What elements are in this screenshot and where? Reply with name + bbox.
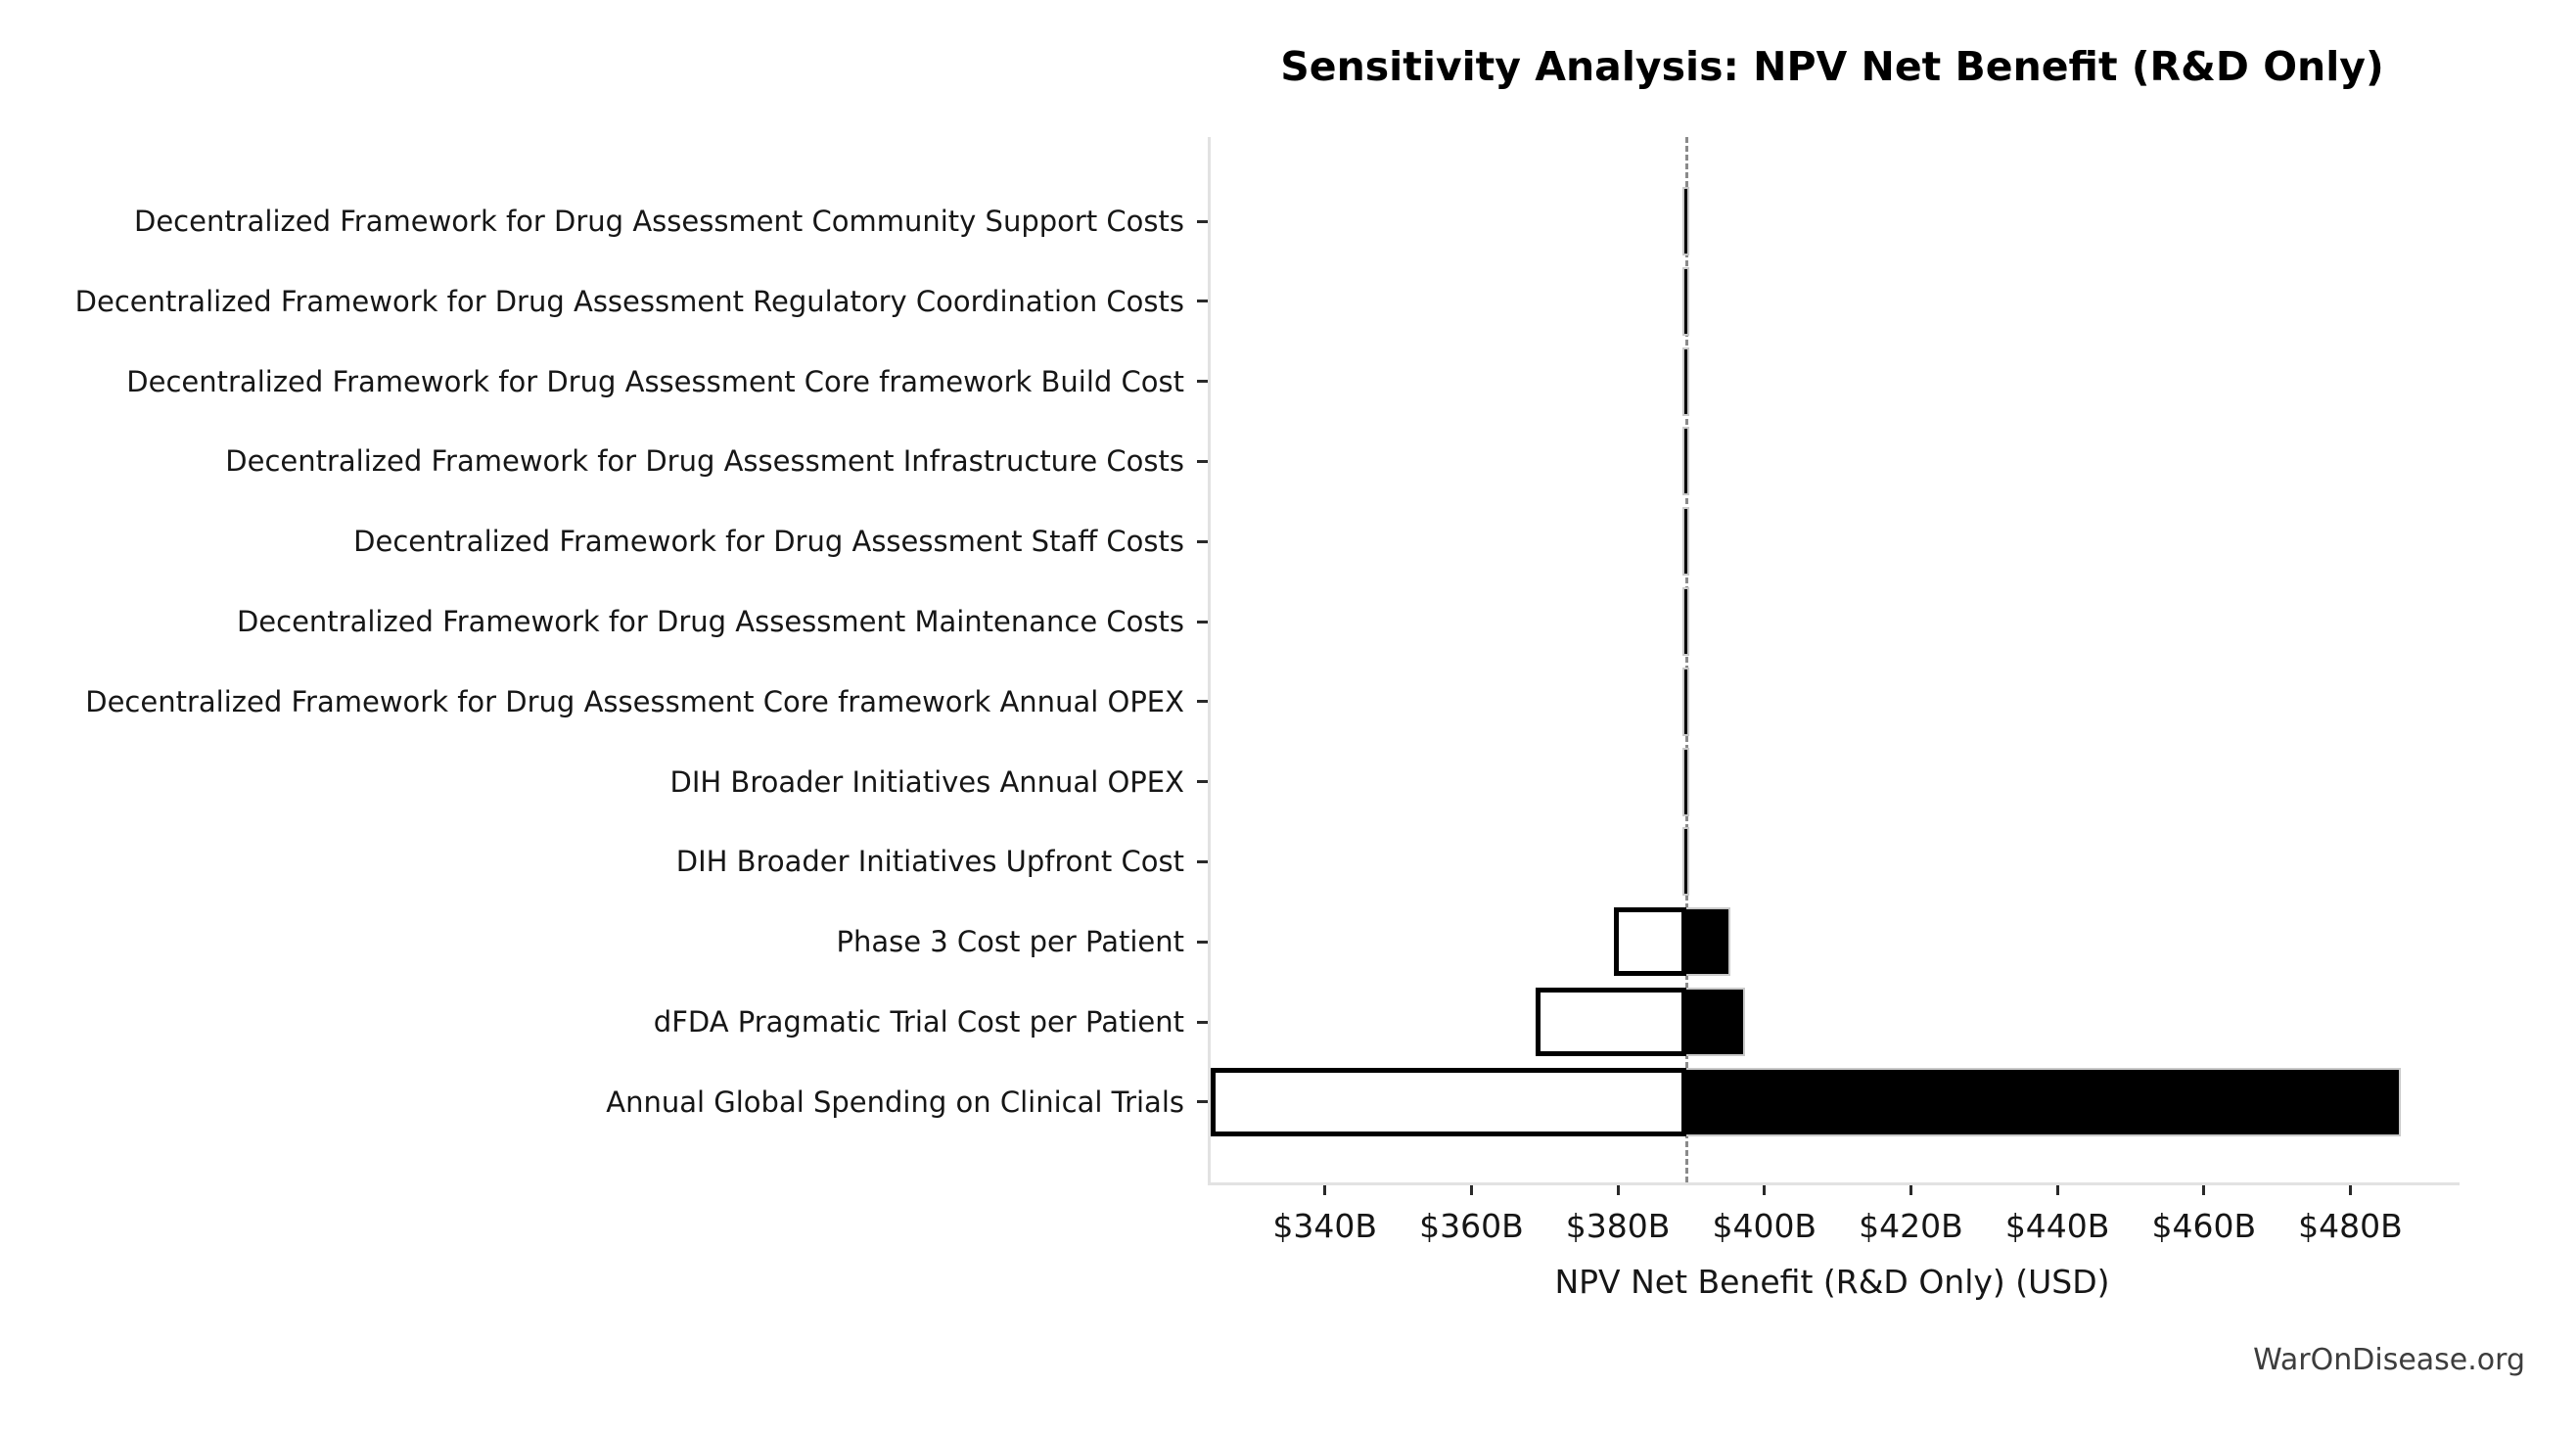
x-axis-tick-6 xyxy=(2202,1185,2206,1195)
y-axis-tick-9 xyxy=(1197,940,1208,944)
bar-range-8 xyxy=(1681,827,1690,897)
x-axis-tick-3 xyxy=(1763,1185,1767,1195)
y-axis-tick-0 xyxy=(1197,219,1208,223)
bar-range-5 xyxy=(1681,587,1690,656)
bar-range-1 xyxy=(1681,266,1690,336)
x-axis-tick-2 xyxy=(1616,1185,1620,1195)
y-axis-tick-8 xyxy=(1197,859,1208,863)
y-axis-tick-2 xyxy=(1197,380,1208,384)
x-axis-tick-1 xyxy=(1469,1185,1473,1195)
y-axis-tick-7 xyxy=(1197,780,1208,784)
x-tick-label-5: $440B xyxy=(2004,1207,2110,1245)
bar-range-4 xyxy=(1681,507,1690,577)
chart-title: Sensitivity Analysis: NPV Net Benefit (R… xyxy=(1280,43,2384,90)
x-axis-tick-5 xyxy=(2055,1185,2059,1195)
x-tick-label-7: $480B xyxy=(2298,1207,2403,1245)
y-axis-tick-10 xyxy=(1197,1020,1208,1024)
bar-low-segment-10 xyxy=(1536,988,1687,1056)
bar-range-7 xyxy=(1681,747,1690,816)
y-axis-label-3: Decentralized Framework for Drug Assessm… xyxy=(225,444,1184,479)
y-axis-tick-5 xyxy=(1197,620,1208,624)
y-axis-label-0: Decentralized Framework for Drug Assessm… xyxy=(134,205,1184,238)
y-axis-label-11: Annual Global Spending on Clinical Trial… xyxy=(606,1085,1184,1119)
x-tick-label-0: $340B xyxy=(1272,1207,1378,1245)
y-axis-label-7: DIH Broader Initiatives Annual OPEX xyxy=(669,764,1184,799)
y-axis-label-5: Decentralized Framework for Drug Assessm… xyxy=(236,605,1184,638)
y-axis-label-1: Decentralized Framework for Drug Assessm… xyxy=(74,284,1184,318)
y-axis-tick-4 xyxy=(1197,539,1208,543)
x-axis-tick-7 xyxy=(2348,1185,2352,1195)
bar-range-6 xyxy=(1681,667,1690,736)
y-axis-tick-1 xyxy=(1197,300,1208,303)
x-tick-label-2: $380B xyxy=(1565,1207,1671,1245)
bar-range-3 xyxy=(1681,427,1690,496)
y-axis-tick-3 xyxy=(1197,459,1208,463)
y-axis-label-2: Decentralized Framework for Drug Assessm… xyxy=(126,364,1184,398)
bar-low-segment-11 xyxy=(1211,1067,1687,1136)
x-axis-tick-0 xyxy=(1323,1185,1327,1195)
y-axis-label-9: Phase 3 Cost per Patient xyxy=(836,925,1184,959)
x-tick-label-3: $400B xyxy=(1712,1207,1817,1245)
y-axis-tick-6 xyxy=(1197,700,1208,704)
y-axis-label-8: DIH Broader Initiatives Upfront Cost xyxy=(675,845,1184,879)
x-tick-label-1: $360B xyxy=(1419,1207,1524,1245)
x-axis-tick-4 xyxy=(1909,1185,1912,1195)
x-tick-label-4: $420B xyxy=(1859,1207,1963,1245)
y-axis-label-4: Decentralized Framework for Drug Assessm… xyxy=(353,525,1184,559)
y-axis-tick-11 xyxy=(1197,1100,1208,1104)
x-tick-label-6: $460B xyxy=(2151,1207,2257,1245)
bar-low-segment-9 xyxy=(1613,907,1687,977)
bar-range-2 xyxy=(1681,346,1690,416)
bar-range-0 xyxy=(1681,187,1690,255)
y-axis-label-10: dFDA Pragmatic Trial Cost per Patient xyxy=(653,1005,1184,1039)
watermark-text: WarOnDisease.org xyxy=(2253,1343,2525,1377)
x-axis-title: NPV Net Benefit (R&D Only) (USD) xyxy=(1554,1263,2110,1301)
y-axis-label-6: Decentralized Framework for Drug Assessm… xyxy=(85,684,1184,718)
plot-area xyxy=(1208,137,2460,1185)
baseline-dashed-line xyxy=(1684,137,1688,1182)
